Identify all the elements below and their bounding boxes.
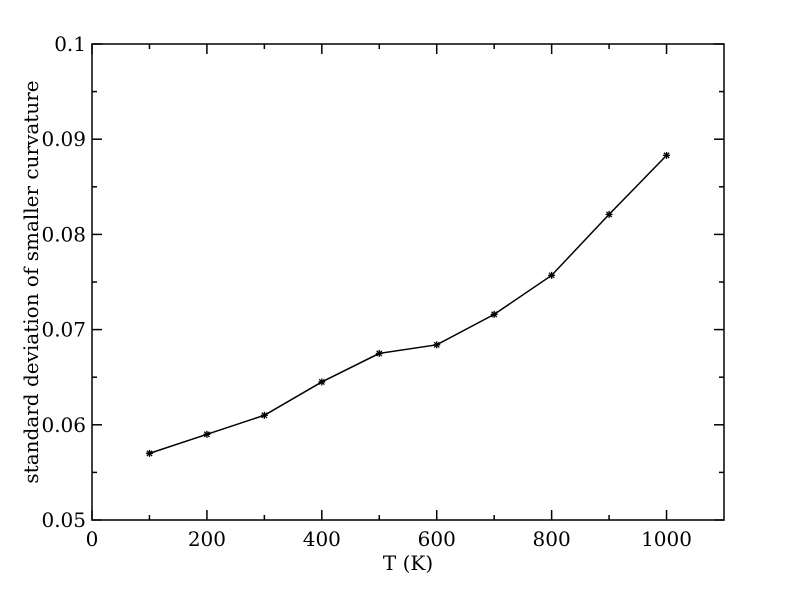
- plot-frame: [91, 43, 725, 521]
- x-tick-label: 600: [418, 527, 456, 551]
- marker-stroke: [318, 378, 325, 386]
- data-point-marker: [375, 349, 383, 357]
- data-point-marker: [605, 210, 613, 218]
- data-point-marker: [433, 341, 441, 349]
- series-line: [149, 154, 668, 455]
- data-point-marker: [260, 411, 268, 419]
- x-tick-label: 400: [303, 527, 341, 551]
- y-tick-label: 0.08: [41, 222, 86, 246]
- y-axis-label: standard deviation of smaller curvature: [19, 80, 43, 483]
- marker-stroke: [146, 450, 153, 457]
- data-point-marker: [318, 378, 326, 386]
- x-tick-label: 1000: [641, 527, 692, 551]
- marker-stroke: [376, 350, 383, 357]
- data-point-marker: [203, 430, 211, 438]
- marker-stroke: [261, 412, 268, 419]
- x-tick-label: 800: [533, 527, 571, 551]
- data-point-marker: [548, 271, 556, 279]
- data-point-marker: [663, 151, 671, 159]
- x-axis-label: T (K): [383, 551, 433, 575]
- y-tick-label: 0.07: [41, 318, 86, 342]
- y-tick-label: 0.05: [41, 508, 86, 532]
- marker-stroke: [663, 152, 670, 159]
- data-point-marker: [490, 310, 498, 318]
- y-tick-label: 0.1: [54, 32, 86, 56]
- y-tick-label: 0.09: [41, 127, 86, 151]
- data-point-marker: [145, 449, 153, 457]
- marker-stroke: [606, 211, 613, 218]
- marker-stroke: [491, 311, 498, 318]
- series-layer: [145, 151, 671, 457]
- x-tick-label: 0: [86, 527, 99, 551]
- marker-stroke: [433, 341, 440, 348]
- x-tick-label: 200: [188, 527, 226, 551]
- marker-stroke: [203, 431, 210, 438]
- y-tick-label: 0.06: [41, 413, 86, 437]
- ticks-layer: 0 200 400 600 800 1000 0.05 0.06 0.07 0.08 0.09 0.1: [41, 32, 724, 551]
- marker-stroke: [548, 272, 555, 279]
